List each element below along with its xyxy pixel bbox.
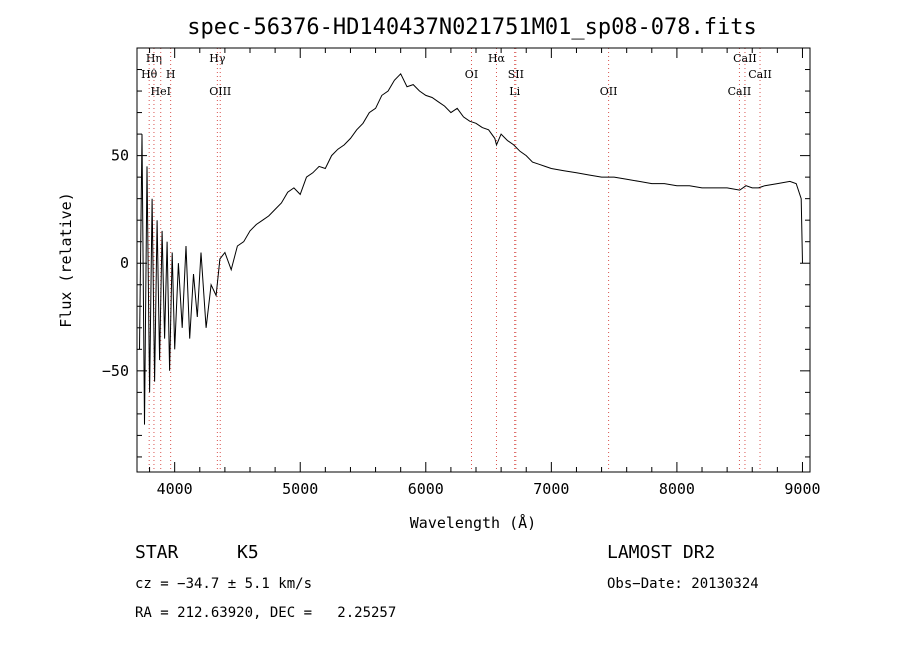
x-tick-label: 4000 (157, 480, 193, 498)
axis-ticks: 4000 5000 6000 7000 8000 9000 −50 0 50 (102, 48, 821, 498)
observation-date: Obs−Date: 20130324 (607, 576, 759, 592)
spectral-line-label: OII (600, 85, 618, 98)
object-subclass: K5 (237, 542, 259, 563)
coordinates-readout: RA = 212.63920, DEC = 2.25257 (135, 605, 397, 621)
y-tick-label: −50 (102, 362, 129, 380)
x-tick-label: 7000 (533, 480, 569, 498)
spectral-line-label: OI (465, 68, 478, 81)
spectral-line-label: Hα (488, 52, 506, 65)
spectral-line-label: Hγ (209, 52, 226, 65)
spectral-line-markers: Hη Hθ H HeI Hγ OIII Hα OI SII Li OII CaII CaII CaII (141, 48, 772, 472)
plot-frame (136, 47, 811, 473)
spectral-line-label: H (166, 68, 176, 81)
y-tick-label: 50 (111, 147, 129, 165)
spectrum-line (139, 72, 803, 425)
spectral-line-label: SII (508, 68, 524, 81)
spectral-line-label: Li (509, 85, 520, 98)
spectral-line-label: HeI (151, 85, 171, 98)
y-axis-label: Flux (relative) (57, 192, 75, 327)
y-tick-label: 0 (120, 254, 129, 272)
x-tick-label: 8000 (659, 480, 695, 498)
spectral-line-label: OIII (209, 85, 231, 98)
chart-title: spec-56376-HD140437N021751M01_sp08-078.f… (187, 15, 757, 40)
x-axis-label: Wavelength (Å) (410, 513, 536, 532)
spectral-line-label: Hη (146, 52, 162, 65)
x-tick-label: 9000 (784, 480, 820, 498)
x-tick-label: 6000 (408, 480, 444, 498)
redshift-readout: cz = −34.7 ± 5.1 km/s (135, 576, 313, 592)
object-class: STAR (135, 542, 179, 563)
spectral-line-label: Hθ (141, 68, 158, 81)
spectral-line-label: CaII (728, 85, 752, 98)
x-tick-label: 5000 (282, 480, 318, 498)
survey-name: LAMOST DR2 (607, 542, 716, 563)
spectral-line-label: CaII (733, 52, 757, 65)
spectral-line-label: CaII (748, 68, 772, 81)
